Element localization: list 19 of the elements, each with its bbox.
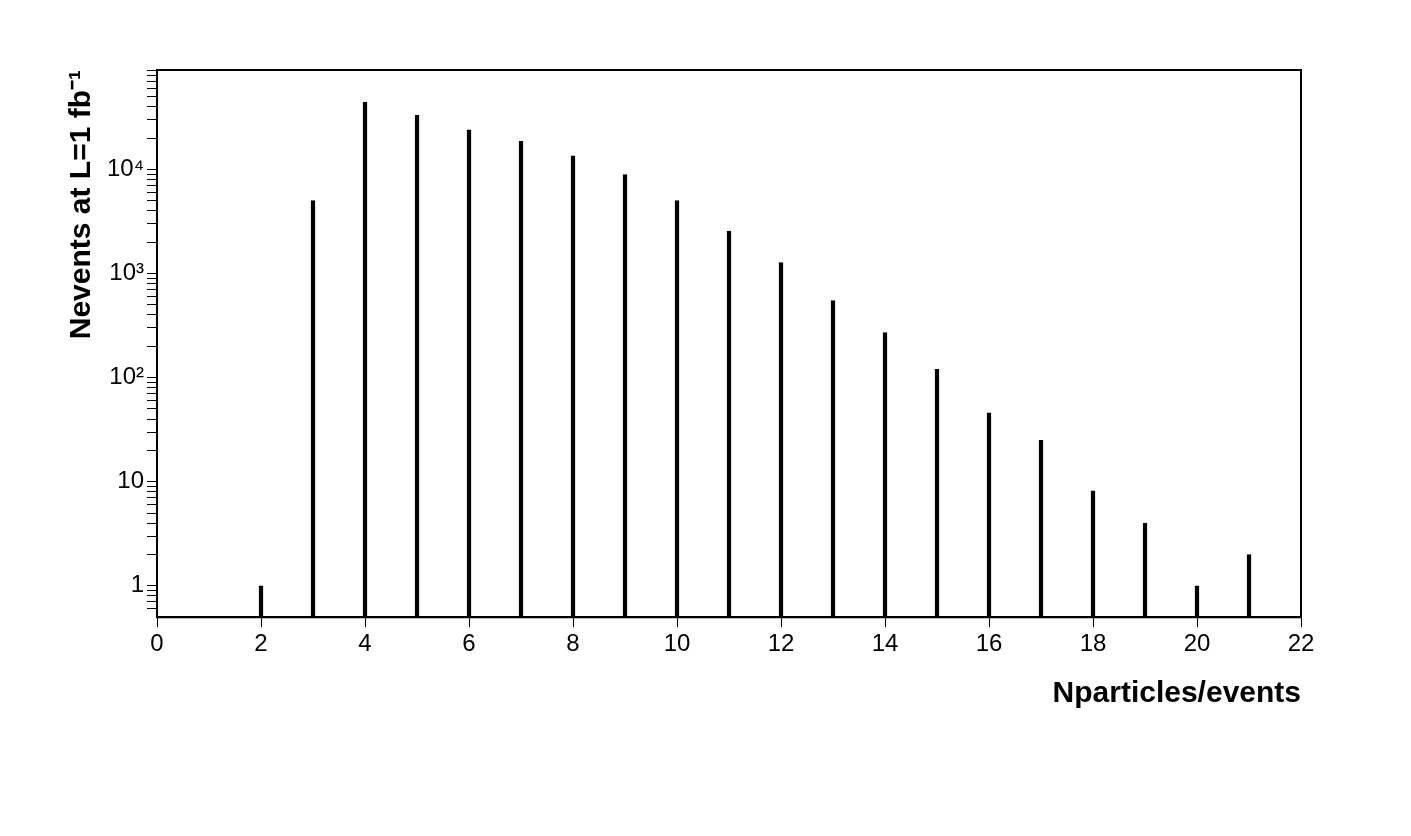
- x-tick-label: 12: [767, 629, 795, 657]
- x-tick-label: 16: [975, 629, 1003, 657]
- x-tick-label: 0: [150, 629, 164, 657]
- y-tick-label: 1: [130, 570, 145, 598]
- x-tick-label: 22: [1287, 629, 1315, 657]
- x-tick-label: 20: [1183, 629, 1211, 657]
- x-tick-label: 8: [566, 629, 580, 657]
- x-axis-title: Nparticles/events: [1052, 675, 1301, 709]
- y-tick-label: 10³: [109, 258, 145, 286]
- y-tick-label: 10²: [109, 362, 145, 390]
- x-tick-label: 14: [871, 629, 899, 657]
- x-tick-label: 2: [254, 629, 268, 657]
- y-tick-label: 10: [117, 466, 145, 494]
- x-tick-label: 6: [462, 629, 476, 657]
- x-tick-label: 18: [1079, 629, 1107, 657]
- y-tick-label: 10⁴: [106, 153, 145, 181]
- x-tick-label: 4: [358, 629, 372, 657]
- x-tick-label: 10: [663, 629, 691, 657]
- y-axis-title: Nevents at L=1 fb⁻¹: [63, 69, 97, 340]
